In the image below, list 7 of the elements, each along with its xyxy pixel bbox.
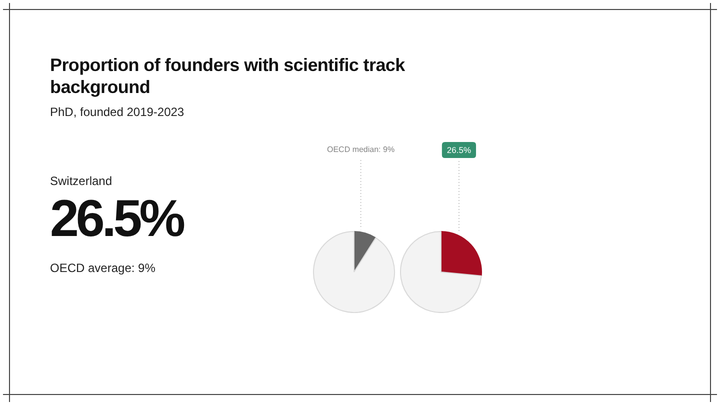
text: OECD average: 9%	[50, 261, 156, 275]
text: Proportion of founders with scientific track background	[50, 54, 406, 98]
text: PhD, founded 2019-2023	[50, 105, 184, 119]
text: 26.5%	[50, 190, 182, 248]
data-label: 26.5%	[446, 144, 472, 154]
text: Switzerland	[50, 174, 112, 188]
text: OECD median: 9%	[326, 144, 394, 154]
